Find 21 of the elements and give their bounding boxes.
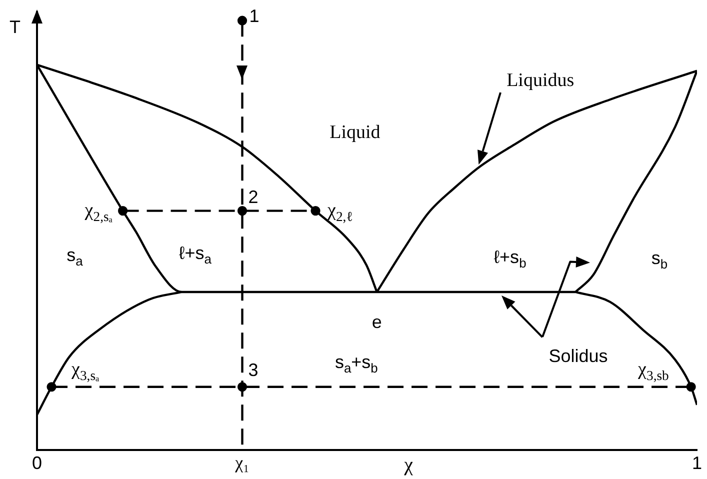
annotation: Solidus [548,346,608,366]
x-tick-label: 1 [692,452,702,473]
annotation: 1 [249,6,260,26]
y-axis-title: T [10,17,20,37]
annotation: s$_{a}$ [66,244,83,268]
x-axis-title: χ [404,454,413,476]
x-tick-label: χ₁ [234,452,250,473]
annotation: s$_{b}$ [651,248,668,272]
annotation: ℓ+s$_{b}$ [494,246,526,270]
annotation: χ$_{2,ℓ}$ [328,200,353,224]
annotation: 2 [248,186,258,207]
annotation: s$_{a}$+s$_{b}$ [334,352,378,376]
x-tick-label: 0 [32,452,42,473]
annotation: 3 [248,360,258,380]
annotation: χ$_{3,sₐ}$ [72,359,100,384]
annotation: Liquid [330,122,380,144]
annotation: e [372,312,382,332]
annotation: Liquidus [506,70,574,92]
annotation: χ$_{3,sb}$ [638,359,669,384]
annotation: χ$_{2,sₐ}$ [84,200,113,224]
annotation: ℓ+s$_{a}$ [178,242,212,266]
